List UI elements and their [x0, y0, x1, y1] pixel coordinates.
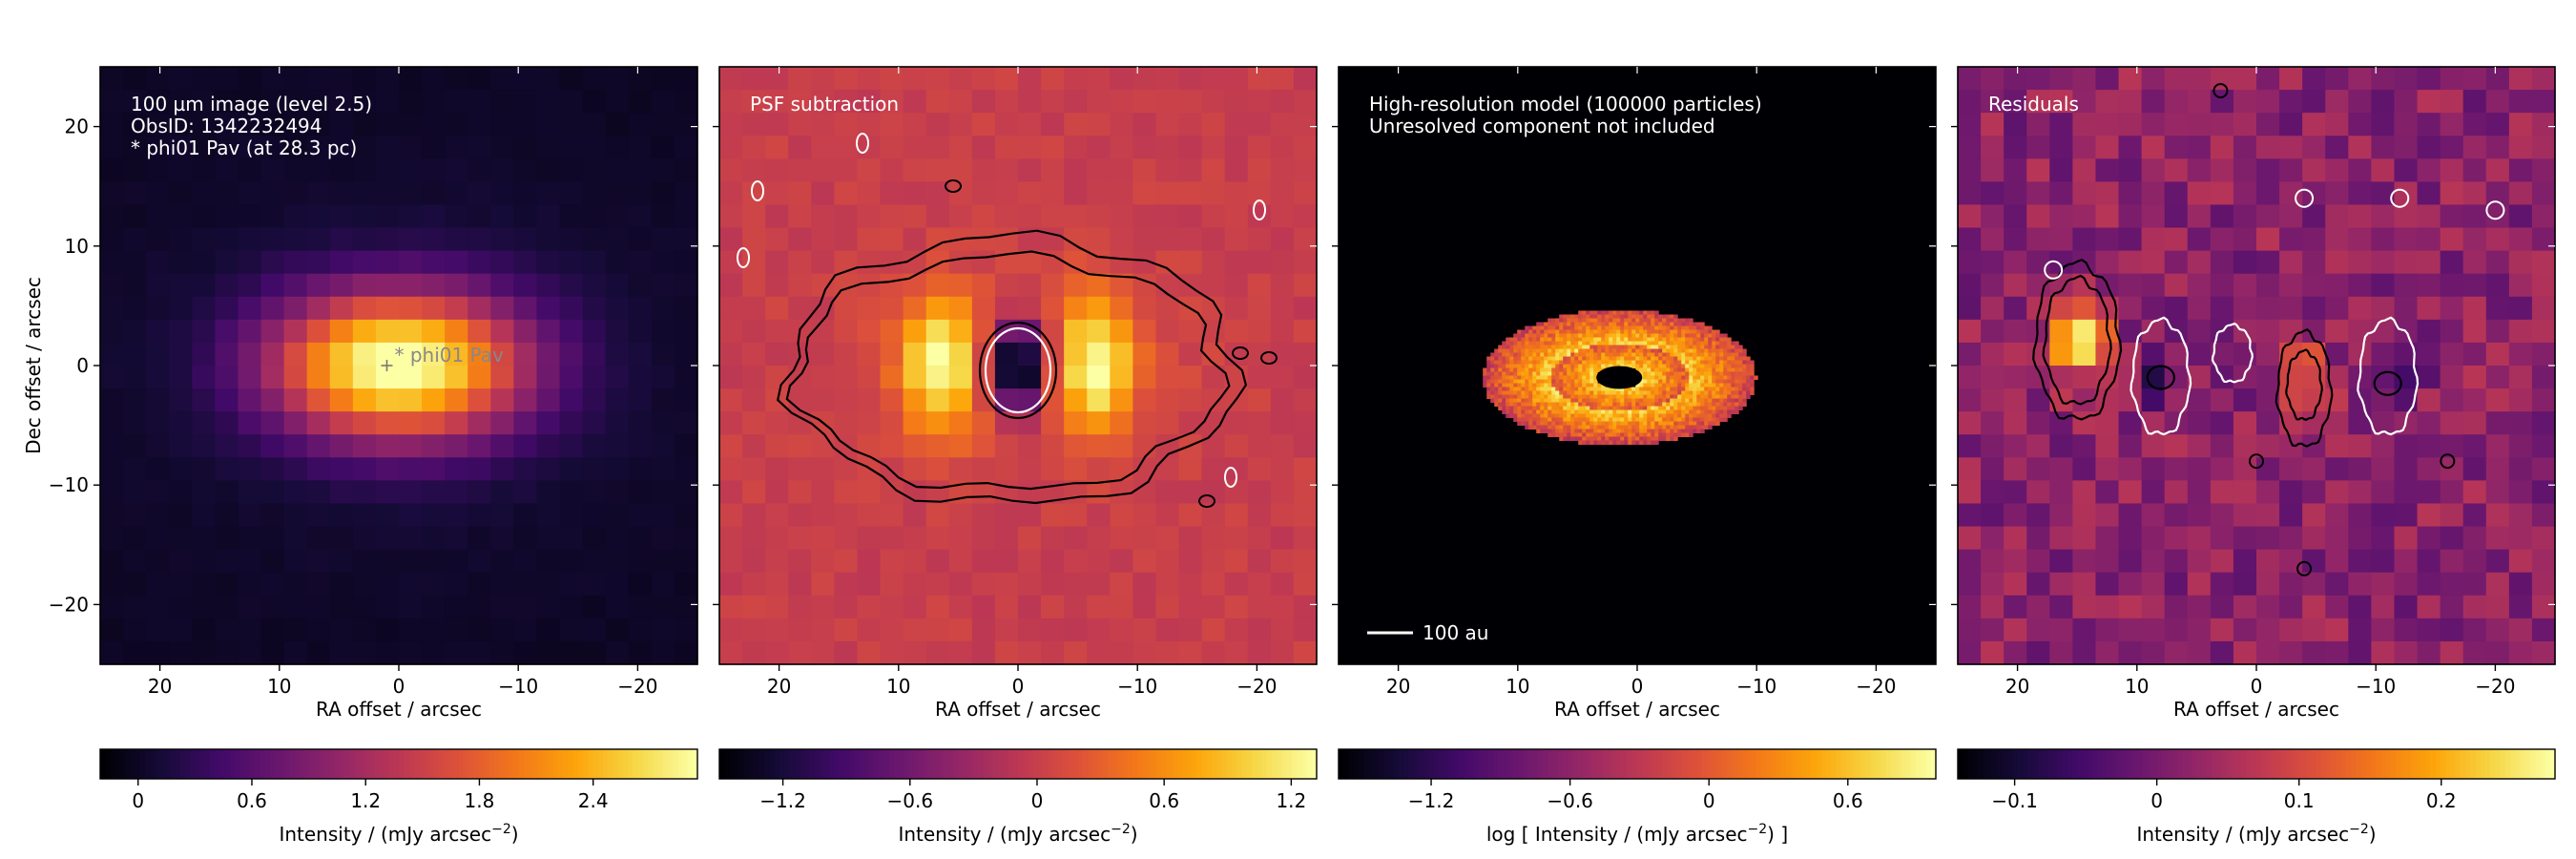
annotations-2: PSF subtraction	[750, 93, 899, 115]
colorbar-tick-label: 0	[132, 789, 144, 812]
x-tick-label: 10	[267, 675, 291, 698]
x-tick-label: −20	[1856, 675, 1896, 698]
star-label: * phi01 Pav	[394, 344, 504, 367]
colorbar-tick-label: 0.2	[2426, 789, 2457, 812]
colorbar-tick-label: 1.2	[1276, 789, 1306, 812]
x-tick-label: 0	[1631, 675, 1644, 698]
x-tick-label: −10	[498, 675, 538, 698]
x-tick-label: 20	[1386, 675, 1410, 698]
x-axis-label: RA offset / arcsec	[316, 698, 482, 721]
colorbar-label: Intensity / (mJy arcsec−2)	[2136, 822, 2376, 846]
x-tick-label: −10	[1117, 675, 1157, 698]
annotation: 100 µm image (level 2.5)	[131, 93, 372, 115]
colorbar-frame	[1338, 748, 1937, 780]
annotations-3: High-resolution model (100000 particles)…	[1369, 93, 1762, 137]
colorbar-label: Intensity / (mJy arcsec−2)	[898, 822, 1137, 846]
colorbar-label: log [ Intensity / (mJy arcsec−2) ]	[1486, 822, 1788, 846]
y-axis-label: Dec offset / arcsec	[22, 277, 45, 454]
x-tick-label: 0	[1012, 675, 1025, 698]
x-tick-label: 10	[1506, 675, 1529, 698]
contours-psf	[737, 132, 1278, 508]
colorbar-frame	[1957, 748, 2556, 780]
x-tick-label: −10	[1736, 675, 1776, 698]
colorbar-tick-label: −0.6	[1547, 789, 1593, 812]
colorbar-frame	[718, 748, 1318, 780]
axes-3: 20 10 0 −10 −20 RA offset / arcsec	[1332, 66, 1937, 721]
annotation: PSF subtraction	[750, 93, 899, 115]
colorbar-tick-label: 0.6	[1149, 789, 1179, 812]
colorbar-tick-label: −1.2	[759, 789, 806, 812]
x-tick-label: 10	[2125, 675, 2149, 698]
x-tick-label: 20	[767, 675, 791, 698]
colorbar-1: 0 0.6 1.2 1.8 2.4 Intensity / (mJy arcsec−2)	[99, 748, 698, 846]
colorbar-tick-label: 0	[2150, 789, 2163, 812]
colorbar-3: −1.2 −0.6 0 0.6 log [ Intensity / (mJy arcse…	[1338, 748, 1937, 846]
x-tick-label: 20	[2005, 675, 2029, 698]
axes-4: 20 10 0 −10 −20 RA offset / arcsec	[1951, 66, 2556, 721]
annotation: High-resolution model (100000 particles)	[1369, 93, 1762, 115]
x-tick-label: 0	[393, 675, 405, 698]
annotations-4: Residuals	[1988, 93, 2079, 115]
annotation: ObsID: 1342232494	[131, 115, 322, 137]
colorbar-tick-label: −0.1	[1991, 789, 2038, 812]
x-tick-label: −20	[1236, 675, 1277, 698]
psf-subtracted-image	[719, 67, 1318, 665]
annotations-1: 100 µm image (level 2.5)ObsID: 134223249…	[131, 93, 372, 159]
scale-bar-label: 100 au	[1423, 621, 1488, 644]
x-axis-label: RA offset / arcsec	[1554, 698, 1720, 721]
x-axis-label: RA offset / arcsec	[935, 698, 1101, 721]
colorbar-2: −1.2 −0.6 0 0.6 1.2 Intensity / (mJy arcsec−2…	[718, 748, 1318, 846]
x-axis-label: RA offset / arcsec	[2173, 698, 2339, 721]
colorbar-tick-label: 0	[1703, 789, 1715, 812]
model-image	[1339, 67, 1936, 664]
observed-image	[100, 67, 698, 665]
colorbar-tick-label: 2.4	[578, 789, 609, 812]
colorbar-tick-label: −1.2	[1408, 789, 1455, 812]
annotation: Unresolved component not included	[1369, 115, 1715, 137]
contours-residuals	[2032, 82, 2505, 576]
axes-1: 20 10 0 −10 −20 20 10 0 −10 −20 RA offset / arcsec…	[22, 66, 698, 721]
y-tick-label: 20	[65, 115, 89, 138]
colorbar-label: Intensity / (mJy arcsec−2)	[279, 822, 518, 846]
annotation: Residuals	[1988, 93, 2079, 115]
y-tick-label: 10	[65, 235, 89, 258]
axes-2: 20 10 0 −10 −20 RA offset / arcsec	[713, 66, 1318, 721]
annotation: * phi01 Pav (at 28.3 pc)	[131, 136, 357, 159]
colorbar-tick-label: 0.6	[237, 789, 267, 812]
colorbar-tick-label: 0.1	[2284, 789, 2315, 812]
colorbar-tick-label: 1.2	[350, 789, 381, 812]
x-tick-label: −20	[2475, 675, 2515, 698]
y-tick-label: 0	[76, 354, 89, 377]
colorbar-tick-label: 0.6	[1833, 789, 1863, 812]
x-tick-label: 0	[2251, 675, 2263, 698]
colorbar-tick-label: −0.6	[886, 789, 933, 812]
y-tick-label: −10	[49, 473, 89, 496]
colorbar-frame	[99, 748, 698, 780]
x-tick-label: −20	[617, 675, 657, 698]
residuals-image	[1958, 67, 2556, 665]
colorbar-4: −0.1 0 0.1 0.2 Intensity / (mJy arcsec−2)	[1957, 748, 2556, 846]
x-tick-label: −10	[2356, 675, 2396, 698]
x-tick-label: 10	[886, 675, 910, 698]
scale-bar: 100 au	[1367, 621, 1488, 644]
star-marker: * phi01 Pav	[381, 344, 504, 371]
colorbar-tick-label: 0	[1031, 789, 1044, 812]
colorbar-tick-label: 1.8	[465, 789, 495, 812]
x-tick-label: 20	[148, 675, 172, 698]
y-tick-label: −20	[49, 593, 89, 616]
